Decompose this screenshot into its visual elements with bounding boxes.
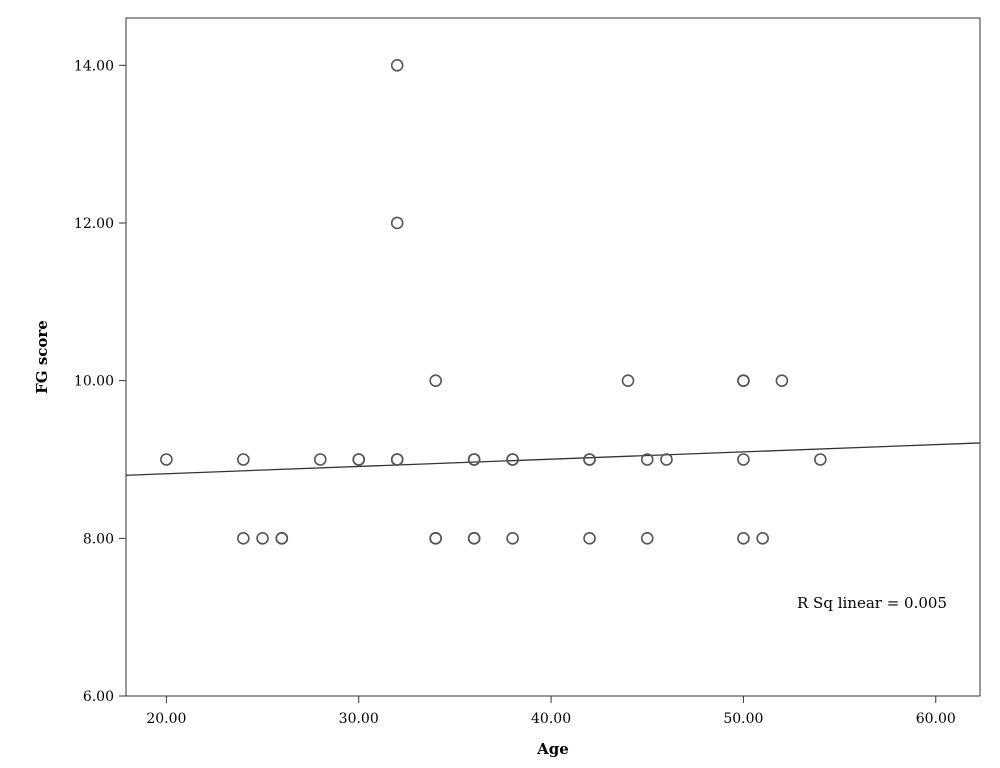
data-point	[429, 532, 442, 545]
data-point	[737, 532, 750, 545]
data-point	[390, 453, 404, 466]
data-point	[467, 532, 481, 545]
data-point	[237, 532, 250, 545]
data-point	[237, 453, 250, 466]
data-point	[429, 374, 442, 387]
data-point	[737, 453, 750, 466]
data-point	[467, 453, 481, 466]
data-point	[313, 453, 327, 466]
data-point	[775, 374, 789, 387]
y-axis-ticks: 6.00 8.00 10.00 12.00 14.00	[74, 58, 126, 705]
r-squared-annotation: R Sq linear = 0.005	[797, 594, 947, 612]
x-tick-label: 50.00	[723, 711, 763, 727]
y-axis-title: FG score	[33, 320, 51, 394]
y-tick-label: 10.00	[74, 374, 114, 390]
fit-line-layer	[125, 442, 981, 476]
data-point	[640, 532, 654, 545]
data-point	[390, 216, 404, 230]
data-point	[660, 453, 673, 466]
y-tick-label: 12.00	[74, 216, 114, 232]
data-point	[256, 532, 269, 545]
y-tick-label: 14.00	[74, 58, 114, 74]
data-point	[814, 453, 827, 466]
linear-fit-line	[125, 442, 981, 476]
data-point	[160, 453, 173, 466]
x-tick-label: 40.00	[531, 711, 571, 727]
data-point	[352, 453, 366, 466]
data-point	[583, 453, 596, 466]
x-axis-title: Age	[536, 740, 569, 758]
data-point	[506, 532, 519, 545]
x-tick-label: 60.00	[916, 711, 956, 727]
x-tick-label: 20.00	[146, 711, 186, 727]
data-point	[583, 532, 596, 545]
x-axis-ticks: 20.00 30.00 40.00 50.00 60.00	[146, 696, 956, 727]
x-tick-label: 30.00	[339, 711, 379, 727]
data-point	[506, 453, 519, 466]
data-point	[275, 532, 289, 545]
y-tick-label: 8.00	[83, 531, 114, 547]
y-tick-label: 6.00	[83, 689, 114, 705]
plot-area-frame	[125, 17, 981, 697]
data-points-layer	[160, 59, 827, 545]
data-point	[621, 374, 635, 387]
data-point	[640, 453, 654, 466]
data-point	[390, 59, 404, 72]
data-point	[756, 532, 769, 545]
data-point	[737, 374, 750, 387]
